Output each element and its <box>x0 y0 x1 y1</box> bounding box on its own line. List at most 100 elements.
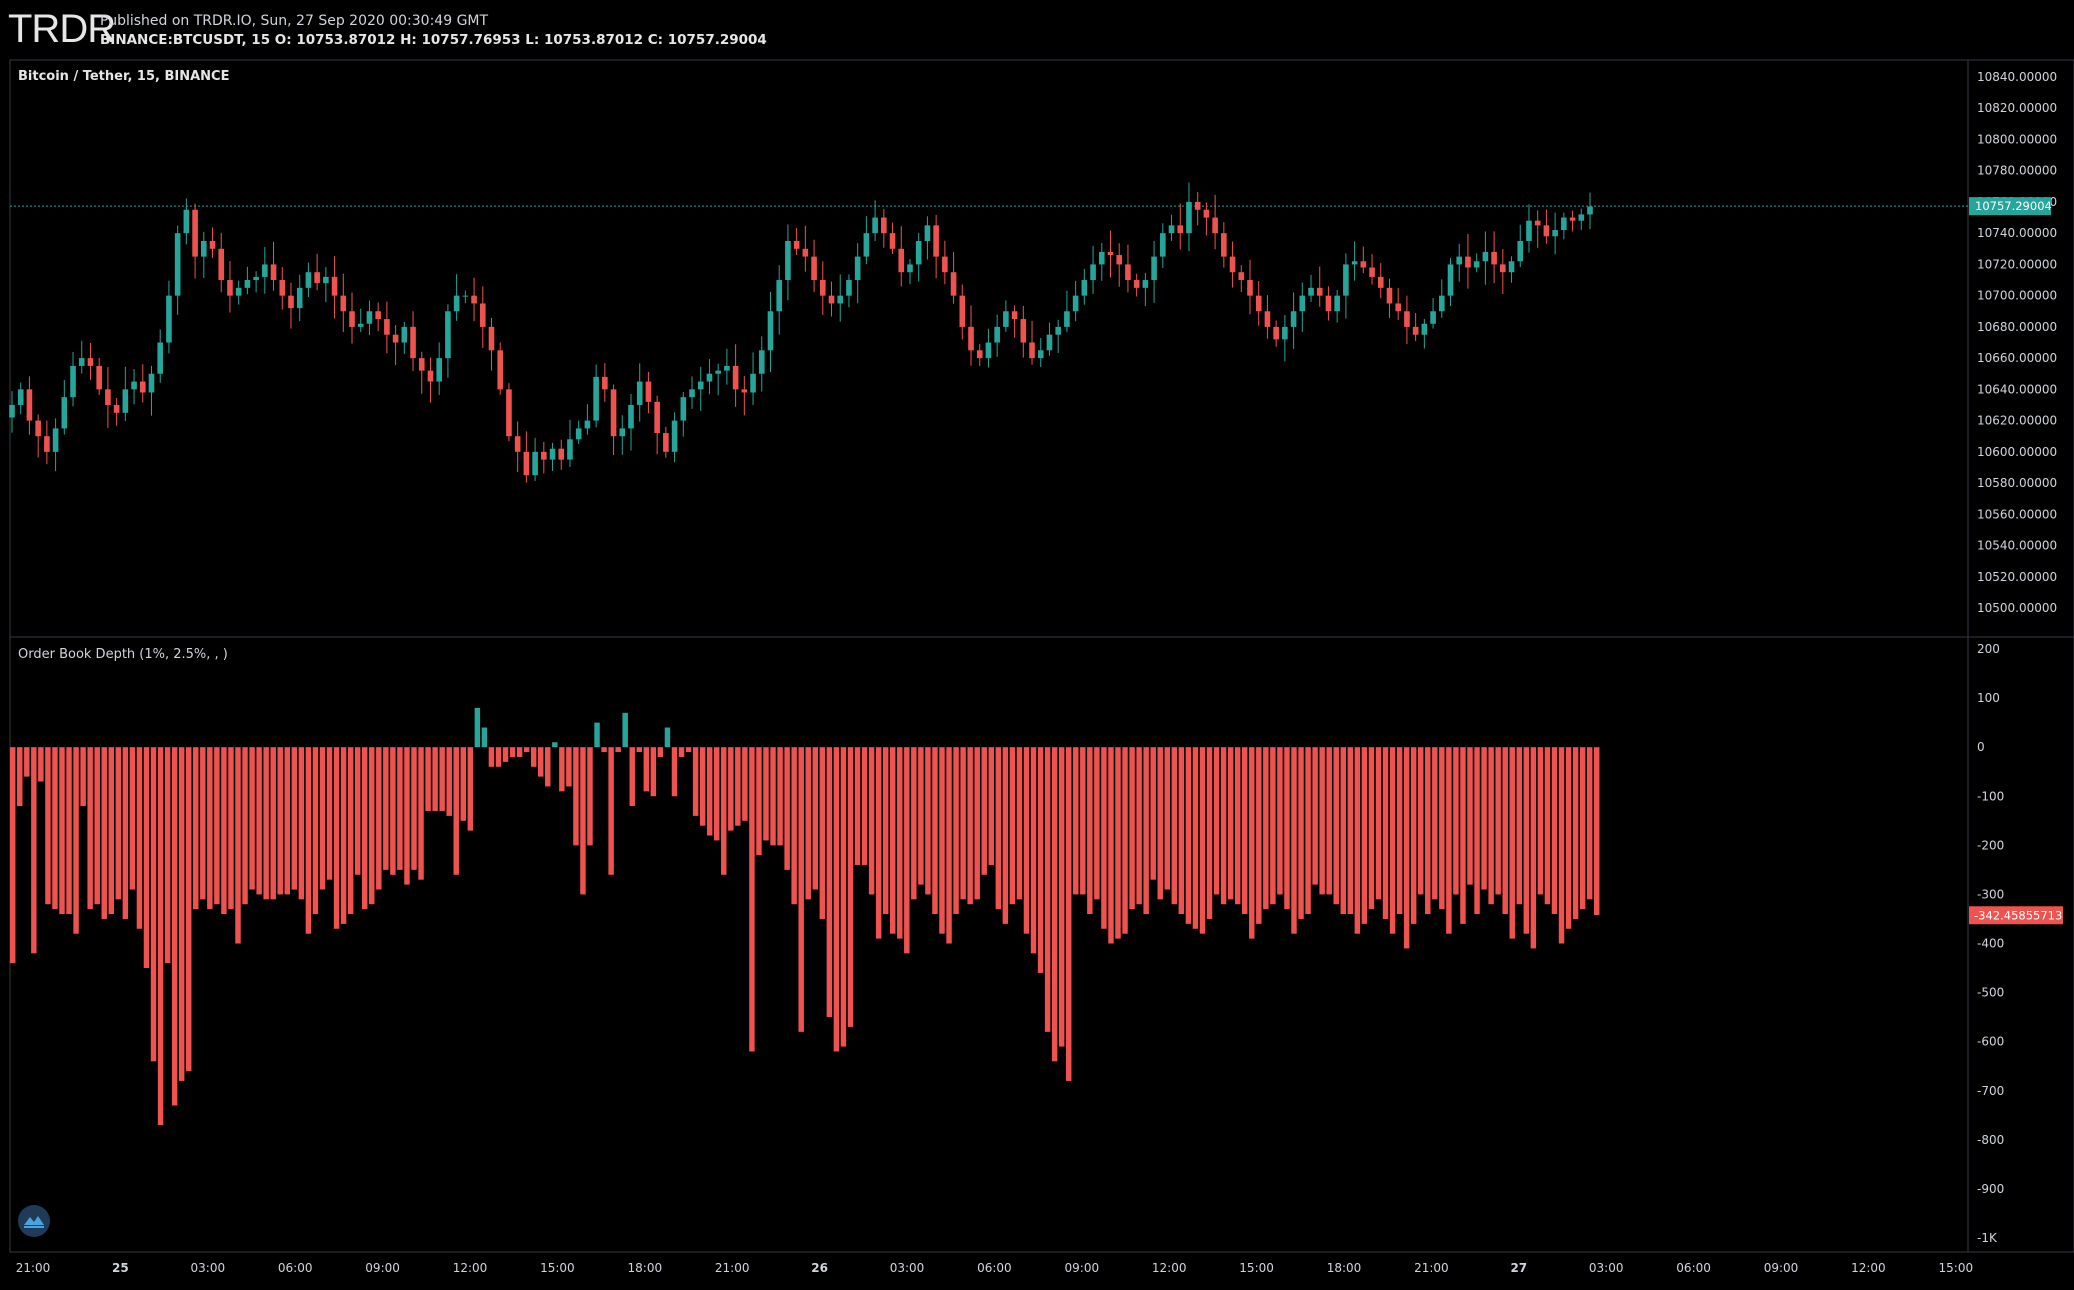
depth-bar <box>840 747 847 1047</box>
price-axis[interactable]: 10840.00000 10820.00000 10800.00000 10780.0… <box>1969 70 2057 615</box>
depth-bar <box>242 747 248 905</box>
candle <box>1456 256 1463 265</box>
depth-bar <box>911 747 917 900</box>
depth-bar <box>847 747 854 1027</box>
depth-bar <box>791 747 797 905</box>
candle <box>1273 326 1279 340</box>
depth-bar <box>369 747 375 905</box>
depth-bar <box>340 747 347 924</box>
candle <box>157 342 164 374</box>
depth-bar <box>1509 747 1515 939</box>
candle <box>410 326 416 359</box>
price-tick-label: 10600.00000 <box>1977 445 2057 459</box>
candle <box>994 326 1000 343</box>
depth-bar <box>692 747 699 816</box>
candle <box>732 365 739 390</box>
depth-axis[interactable]: 200 100 0 -100 -200 -300 -400 -500 -600 -700 -800 -… <box>1969 642 2063 1245</box>
depth-bar <box>573 747 579 846</box>
depth-bar <box>164 747 171 964</box>
depth-bar <box>974 747 980 900</box>
candle <box>1238 272 1245 281</box>
candle <box>854 256 861 281</box>
candle <box>1569 217 1576 221</box>
depth-bar <box>1544 747 1551 905</box>
last-price-badge <box>1969 197 2051 216</box>
candle <box>323 276 329 284</box>
depth-bar <box>1432 747 1438 900</box>
trdr-logo-icon[interactable] <box>18 1205 50 1237</box>
depth-bar <box>1185 747 1192 924</box>
depth-tick-label: 100 <box>1977 691 2000 705</box>
depth-bar <box>94 747 100 905</box>
depth-bar <box>1213 747 1220 895</box>
candle <box>288 295 294 309</box>
depth-bar <box>875 747 882 939</box>
depth-bar <box>1256 747 1262 924</box>
depth-bar <box>1108 747 1114 944</box>
candle <box>148 373 155 393</box>
candle <box>689 389 695 398</box>
depth-bar <box>756 747 762 856</box>
depth-bar <box>157 747 164 1126</box>
depth-bar <box>1375 747 1382 900</box>
depth-bar <box>284 747 290 895</box>
depth-bar <box>1523 747 1530 934</box>
candle <box>1186 201 1192 234</box>
depth-bar <box>52 747 58 910</box>
depth-bar <box>650 747 657 797</box>
depth-bar <box>305 747 312 934</box>
price-tick-label: 10820.00000 <box>1977 101 2057 115</box>
depth-bar <box>1305 747 1311 915</box>
time-tick-label: 15:00 <box>1239 1261 1274 1275</box>
time-tick-label: 09:00 <box>1764 1261 1799 1275</box>
depth-bar <box>1502 747 1508 915</box>
depth-bar <box>1425 747 1431 915</box>
candle <box>375 311 381 320</box>
candle <box>139 381 146 393</box>
candle <box>453 295 460 312</box>
depth-bar <box>1023 747 1030 934</box>
candle <box>828 295 835 304</box>
published-info: Published on TRDR.IO, Sun, 27 Sep 2020 0… <box>100 13 489 29</box>
depth-bar <box>953 747 959 915</box>
depth-bar <box>1164 747 1170 890</box>
candle <box>340 295 347 312</box>
depth-bar <box>178 747 185 1081</box>
candle <box>1552 230 1558 237</box>
depth-bar <box>1572 747 1579 919</box>
candle <box>192 209 198 257</box>
depth-bar <box>291 747 298 890</box>
candle <box>1360 261 1367 268</box>
candle <box>427 370 434 382</box>
time-axis[interactable]: 21:00 25 03:00 06:00 09:00 12:00 15:00 18:00 21:… <box>16 1261 1973 1275</box>
depth-bar <box>249 747 255 890</box>
candle <box>671 420 678 452</box>
time-tick-label: 21:00 <box>16 1261 51 1275</box>
candle <box>1072 295 1079 312</box>
depth-bar <box>1319 747 1325 895</box>
candle <box>1046 334 1053 351</box>
candle <box>758 350 765 374</box>
depth-bar <box>706 747 713 836</box>
candle <box>1526 220 1532 241</box>
depth-bar <box>1594 747 1600 916</box>
depth-bar <box>1002 747 1009 924</box>
depth-bar <box>263 747 269 900</box>
depth-bar <box>319 747 326 890</box>
depth-bar <box>1298 747 1304 919</box>
depth-bar <box>495 747 502 767</box>
candle <box>1534 220 1541 226</box>
depth-bar <box>615 747 621 753</box>
depth-bar <box>270 747 276 900</box>
candle <box>1500 264 1506 273</box>
candle <box>488 326 495 351</box>
depth-bar <box>418 747 424 880</box>
depth-bar <box>171 747 178 1106</box>
candle <box>1037 350 1044 359</box>
candle <box>418 358 425 371</box>
candle <box>942 256 948 273</box>
depth-bar <box>1565 747 1572 929</box>
candle <box>924 225 931 241</box>
depth-bar <box>1537 747 1544 895</box>
